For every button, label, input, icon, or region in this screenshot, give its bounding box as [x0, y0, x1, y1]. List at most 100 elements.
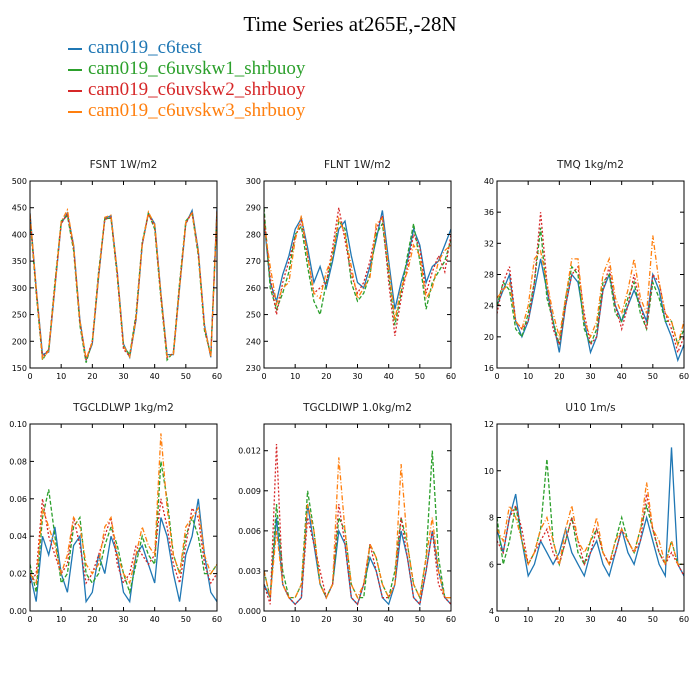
x-tick-label: 40 — [617, 372, 627, 381]
y-tick-label: 6 — [489, 560, 494, 569]
series-line — [264, 210, 451, 310]
x-tick-label: 60 — [679, 615, 689, 624]
y-tick-label: 10 — [484, 467, 494, 476]
y-tick-label: 16 — [484, 364, 494, 373]
series-line — [264, 457, 451, 600]
x-tick-label: 30 — [585, 372, 595, 381]
y-tick-label: 150 — [12, 364, 27, 373]
y-tick-label: 400 — [12, 230, 27, 239]
plot-frame — [496, 180, 685, 369]
series-line — [497, 493, 684, 577]
y-tick-label: 0.009 — [238, 487, 261, 496]
y-tick-label: 4 — [489, 607, 494, 616]
series-line — [497, 258, 684, 363]
legend-swatch — [68, 68, 82, 71]
y-tick-label: 0.00 — [9, 607, 27, 616]
x-tick-label: 10 — [56, 372, 66, 381]
x-tick-label: 60 — [212, 615, 222, 624]
y-tick-label: 24 — [484, 302, 494, 311]
panel: TGCLDIWP 1.0kg/m2 0 10 20 30 40 50 60 0.000 0.003… — [238, 402, 456, 624]
x-tick-label: 50 — [648, 372, 658, 381]
y-tick-label: 0.06 — [9, 495, 27, 504]
y-tick-label: 260 — [246, 284, 261, 293]
y-tick-label: 250 — [246, 311, 261, 320]
series-group — [264, 443, 451, 606]
x-tick-label: 50 — [415, 372, 425, 381]
series-group — [264, 207, 451, 337]
plot-frame — [29, 423, 218, 612]
legend-item: cam019_c6test — [68, 37, 305, 58]
y-tick-label: 0.012 — [238, 447, 261, 456]
y-tick-label: 270 — [246, 257, 261, 266]
x-tick-label: 20 — [87, 372, 97, 381]
x-tick-label: 40 — [150, 372, 160, 381]
series-line — [497, 227, 684, 347]
x-tick-label: 0 — [27, 615, 32, 624]
y-tick-label: 0.02 — [9, 570, 27, 579]
y-tick-label: 40 — [484, 177, 494, 186]
y-tick-label: 300 — [246, 177, 261, 186]
legend-label: cam019_c6uvskw2_shrbuoy — [88, 79, 306, 100]
series-group — [30, 207, 217, 363]
panel: TGCLDLWP 1kg/m2 0 10 20 30 40 50 60 0.00 0.02 0.04… — [9, 402, 222, 624]
y-tick-label: 240 — [246, 337, 261, 346]
y-tick-label: 12 — [484, 420, 494, 429]
y-tick-label: 32 — [484, 239, 494, 248]
series-group — [497, 447, 684, 579]
x-tick-label: 10 — [56, 615, 66, 624]
y-tick-label: 8 — [489, 514, 494, 523]
plot-frame — [263, 423, 452, 612]
x-tick-label: 0 — [261, 615, 266, 624]
y-tick-label: 0.04 — [9, 532, 27, 541]
x-tick-label: 40 — [150, 615, 160, 624]
y-tick-label: 280 — [246, 230, 261, 239]
panel-title: FLNT 1W/m2 — [324, 159, 391, 171]
series-line — [497, 235, 684, 348]
series-line — [264, 450, 451, 600]
y-tick-label: 200 — [12, 337, 27, 346]
legend-label: cam019_c6uvskw3_shrbuoy — [88, 100, 306, 121]
y-tick-label: 0.08 — [9, 457, 27, 466]
legend-label: cam019_c6test — [88, 37, 202, 58]
y-tick-label: 250 — [12, 311, 27, 320]
x-tick-label: 10 — [523, 615, 533, 624]
x-tick-label: 40 — [617, 615, 627, 624]
y-tick-label: 0.000 — [238, 607, 261, 616]
y-tick-label: 450 — [12, 204, 27, 213]
y-tick-label: 290 — [246, 204, 261, 213]
y-tick-label: 20 — [484, 333, 494, 342]
series-group — [497, 212, 684, 363]
x-tick-label: 60 — [212, 372, 222, 381]
x-tick-label: 20 — [554, 615, 564, 624]
plot-frame — [496, 423, 685, 612]
legend-item: cam019_c6uvskw1_shrbuoy — [68, 58, 305, 79]
x-tick-label: 30 — [118, 372, 128, 381]
x-tick-label: 0 — [494, 615, 499, 624]
legend-label: cam019_c6uvskw1_shrbuoy — [88, 58, 306, 79]
x-tick-label: 10 — [290, 372, 300, 381]
x-tick-label: 50 — [415, 615, 425, 624]
y-tick-label: 0.10 — [9, 420, 27, 429]
panel: U10 1m/s 0 10 20 30 40 50 60 4 6 8 10 12 — [484, 402, 689, 624]
panel: FSNT 1W/m2 0 10 20 30 40 50 60 150 200 250 300 350 40… — [12, 159, 222, 381]
legend: cam019_c6test cam019_c6uvskw1_shrbuoy ca… — [68, 37, 305, 121]
series-line — [30, 207, 217, 363]
series-group — [30, 433, 217, 604]
x-tick-label: 20 — [87, 615, 97, 624]
panel: FLNT 1W/m2 0 10 20 30 40 50 60 230 240 250 260 270 28… — [246, 159, 456, 381]
panel-title: TGCLDIWP 1.0kg/m2 — [302, 402, 412, 414]
y-tick-label: 230 — [246, 364, 261, 373]
x-tick-label: 0 — [261, 372, 266, 381]
legend-swatch — [68, 89, 82, 92]
y-tick-label: 300 — [12, 284, 27, 293]
panel-title: TMQ 1kg/m2 — [556, 159, 624, 171]
legend-item: cam019_c6uvskw2_shrbuoy — [68, 79, 305, 100]
x-tick-label: 30 — [585, 615, 595, 624]
legend-item: cam019_c6uvskw3_shrbuoy — [68, 100, 305, 121]
series-line — [30, 433, 217, 585]
legend-swatch — [68, 110, 82, 113]
x-tick-label: 30 — [352, 615, 362, 624]
x-tick-label: 60 — [446, 615, 456, 624]
x-tick-label: 10 — [523, 372, 533, 381]
series-line — [264, 207, 451, 337]
